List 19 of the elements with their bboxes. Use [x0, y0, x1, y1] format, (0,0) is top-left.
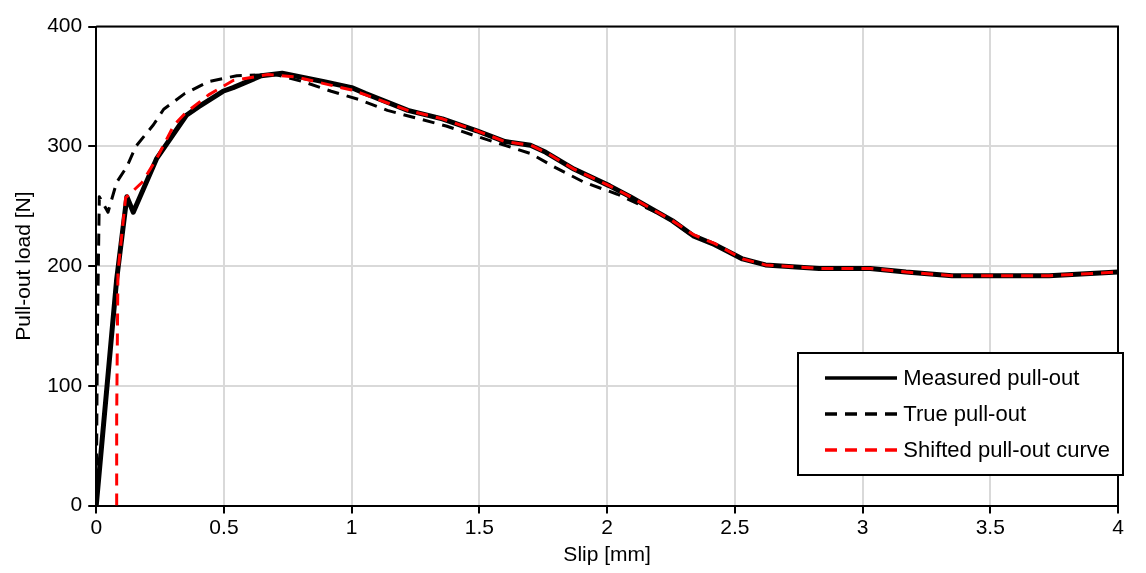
y-tick-label: 200 — [47, 252, 83, 276]
legend-label: Shifted pull-out curve — [903, 436, 1110, 464]
x-axis-title: Slip [mm] — [563, 542, 651, 566]
x-tick-label: 1.5 — [464, 515, 494, 538]
x-tick-label: 0 — [90, 515, 103, 538]
x-tick-label: 4 — [1112, 515, 1125, 538]
y-tick-label: 400 — [47, 13, 83, 37]
legend-label: Measured pull-out — [903, 364, 1080, 392]
x-tick-label: 2.5 — [720, 515, 750, 538]
x-tick-label: 3 — [856, 515, 869, 538]
y-tick-label: 0 — [70, 492, 83, 516]
y-axis-title: Pull-out load [N] — [11, 191, 35, 341]
x-tick-label: 3.5 — [975, 515, 1005, 538]
y-tick-label: 300 — [47, 133, 83, 157]
x-tick-label: 2 — [601, 515, 613, 538]
x-tick-label: 0.5 — [209, 515, 239, 538]
y-tick-label: 100 — [47, 372, 83, 396]
legend-label: True pull-out — [903, 400, 1027, 428]
x-tick-label: 1 — [345, 515, 358, 538]
